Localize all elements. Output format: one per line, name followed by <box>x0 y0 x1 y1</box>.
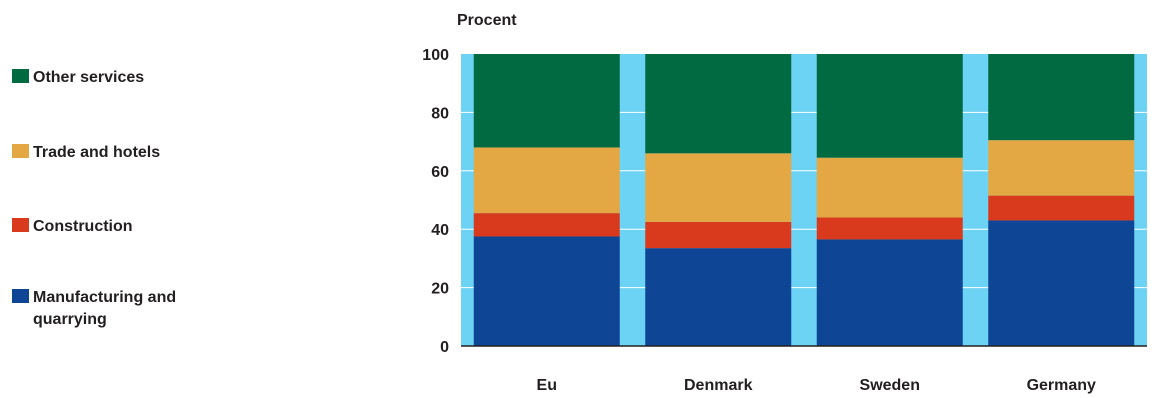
legend-label-manufacturing: Manufacturing and quarrying <box>33 289 177 328</box>
legend-label-construction: Construction <box>33 218 133 235</box>
plot-area: 0 20 40 60 80 100 Eu Denmark Sweden Germany <box>422 47 1147 394</box>
bar-segment <box>473 213 620 237</box>
bar-segment <box>645 54 792 154</box>
bar-segment <box>816 217 963 240</box>
y-tick-label: 40 <box>431 222 449 239</box>
legend-swatch-construction <box>12 218 29 232</box>
bar-segment <box>816 54 963 158</box>
legend-label-trade-and-hotels: Trade and hotels <box>33 144 161 161</box>
bar-segment <box>988 195 1135 221</box>
y-tick-label: 0 <box>440 339 449 356</box>
legend-item-trade-and-hotels: Trade and hotels <box>12 142 243 164</box>
bar-segment <box>988 54 1135 141</box>
y-tick-label: 60 <box>431 164 449 181</box>
bar-segment <box>473 147 620 214</box>
bar-segment <box>473 54 620 148</box>
legend-item-manufacturing: Manufacturing and quarrying <box>12 287 223 331</box>
y-tick-label: 80 <box>431 105 449 122</box>
legend-swatch-other-services <box>12 69 29 83</box>
bar-segment <box>816 239 963 346</box>
bar-segment <box>473 236 620 346</box>
x-tick-label: Denmark <box>684 377 753 394</box>
x-tick-label: Germany <box>1027 377 1096 394</box>
bar-segment <box>988 140 1135 196</box>
legend-swatch-manufacturing <box>12 289 29 303</box>
legend-swatch-trade-and-hotels <box>12 144 29 158</box>
x-tick-label: Eu <box>537 377 557 394</box>
y-axis-unit-label: Procent <box>457 12 517 29</box>
bar-segment <box>816 157 963 218</box>
bar-segment <box>645 221 792 249</box>
x-tick-label: Sweden <box>860 377 920 394</box>
bar-segment <box>988 220 1135 346</box>
legend-item-other-services: Other services <box>12 67 243 89</box>
bar-segment <box>645 153 792 222</box>
bar-segment <box>645 248 792 346</box>
legend-label-other-services: Other services <box>33 69 145 86</box>
legend-item-construction: Construction <box>12 216 243 238</box>
y-tick-label: 100 <box>422 47 449 64</box>
y-tick-label: 20 <box>431 281 449 298</box>
